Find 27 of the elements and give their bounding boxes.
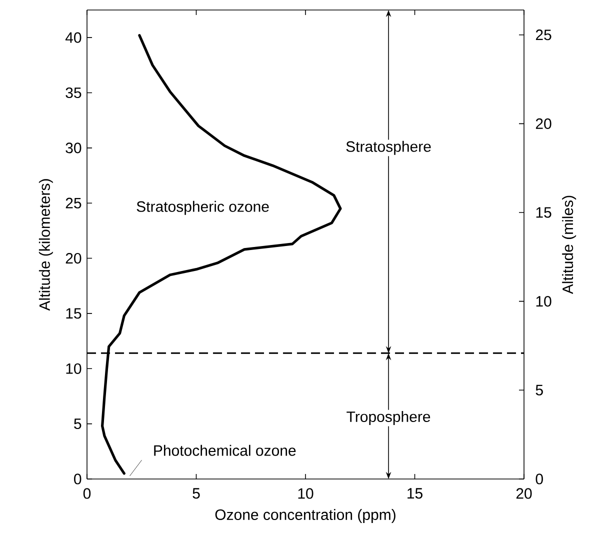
x-tick-label: 10 [298,488,314,499]
y2-tick-label: 20 [536,118,552,129]
y2-tick-label: 0 [536,474,543,484]
annotation: Troposphere [346,411,430,425]
y-tick-label: 15 [66,308,82,319]
x-tick-label: 0 [83,488,91,499]
x-axis-title: Ozone concentration (ppm) [215,509,396,523]
y-tick-label: 20 [66,252,82,264]
y2-axis-title: Altitude (miles) [562,196,576,294]
y-tick-label: 5 [74,418,82,430]
y-tick-label: 10 [66,363,82,374]
x-tick-label: 15 [408,488,422,499]
x-tick-label: 20 [516,488,532,499]
y-tick-label: 35 [66,87,82,98]
y2-tick-label: 5 [536,384,543,396]
y-tick-label: 25 [66,198,82,208]
x-tick-label: 5 [192,488,200,499]
annotation: Stratosphere [346,140,431,155]
annotation: Photochemical ozone [154,444,296,456]
y-tick-label: 40 [65,32,82,43]
y2-tick-label: 25 [536,30,552,40]
y-tick-label: 0 [74,474,82,484]
y-tick-label: 30 [66,142,82,154]
y-axis-title: Altitude (kilometers) [38,179,53,311]
annotation: Stratospheric ozone [136,200,269,215]
y2-tick-label: 10 [536,296,552,307]
y2-tick-label: 15 [536,207,552,218]
